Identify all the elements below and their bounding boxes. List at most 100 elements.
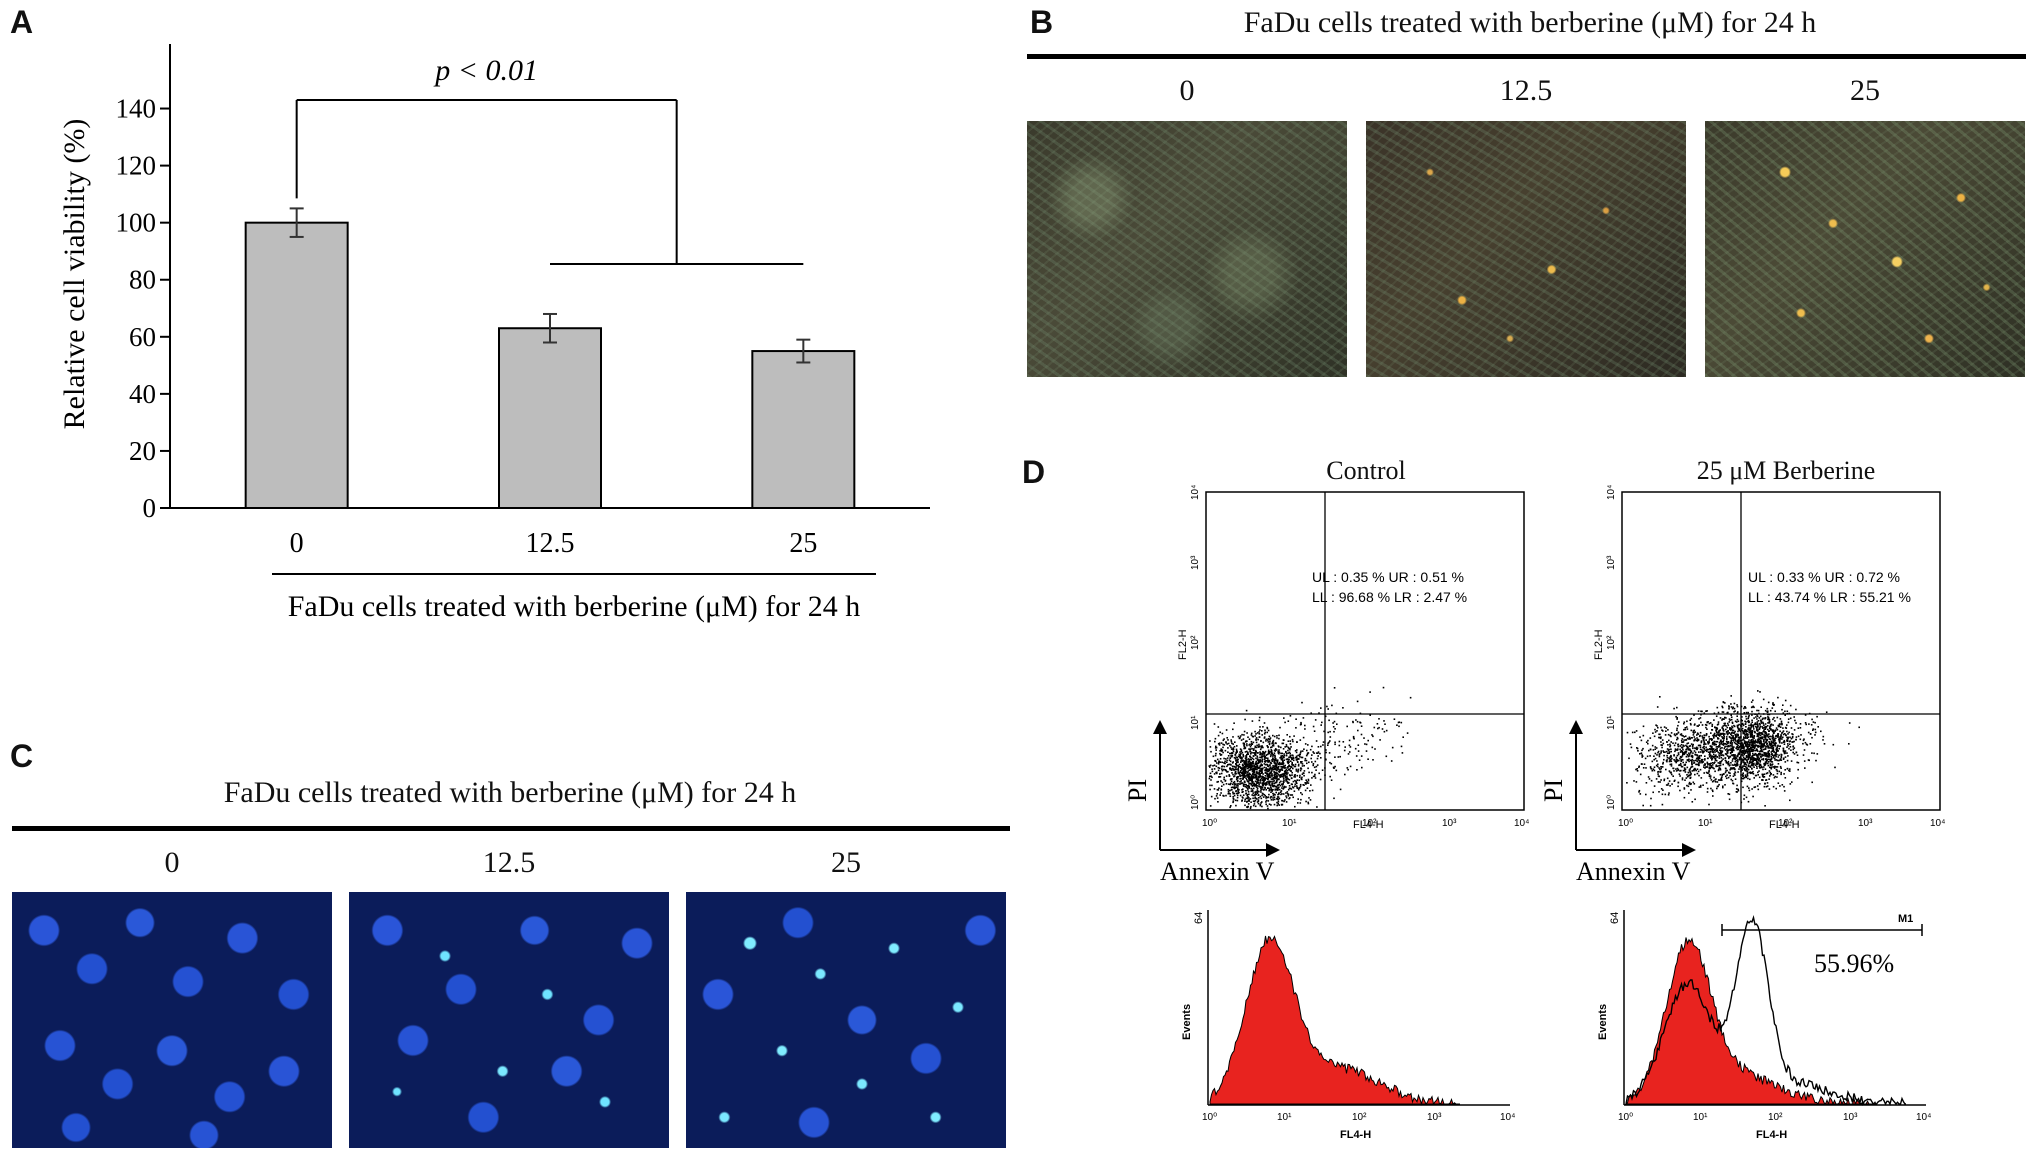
dotplot-berberine-quadrant-line1: UL : 0.33 % UR : 0.72 % [1748,569,1900,585]
dotplot-berberine-quadrant-line2: LL : 43.74 % LR : 55.21 % [1748,589,1911,605]
histogram-control: 64 Events FL4-H 10⁰ 10¹ 10² 10³ 10⁴ [1181,910,1515,1141]
histogram-berberine-gate-label: M1 [1898,913,1913,925]
dotplot-berberine-xlabel: FL4-H [1769,819,1800,831]
histogram-berberine-control-area [1624,937,1877,1106]
dotplot-berberine-pi-arrowhead [1569,720,1583,734]
panel-b-title: FaDu cells treated with berberine (μM) f… [1243,6,1817,39]
histogram-berberine: M1 55.96% 64 Events FL4-H 10⁰ 10¹ 10² 10… [1597,910,1931,1141]
dotplot-control-xtick-4: 10⁴ [1514,818,1529,829]
dotplot-control-ytick-3: 10³ [1190,555,1201,570]
dotplot-control-ytick-2: 10² [1190,635,1201,650]
micrograph-phase-contrast-25 [1705,121,2025,377]
dotplot-control-events [1208,686,1412,810]
y-tick-label: 20 [129,436,156,466]
dotplot-berberine-ylabel: FL2-H [1593,629,1605,660]
histogram-berberine-xlabel: FL4-H [1756,1129,1787,1141]
histogram-control-ymax: 64 [1193,912,1205,924]
dotplot-control-ytick-1: 10¹ [1190,715,1201,730]
dotplot-control-pi-arrowhead [1153,720,1167,734]
histogram-berberine-ymax: 64 [1609,912,1621,924]
y-tick-label: 100 [116,208,157,238]
dotplot-berberine-frame [1621,491,1941,811]
histogram-control-xtick-4: 10⁴ [1500,1112,1515,1123]
histogram-control-xtick-2: 10² [1352,1112,1367,1123]
panel-c-rule [12,826,1010,831]
bar [751,350,856,510]
histogram-berberine-xtick-1: 10¹ [1693,1112,1708,1123]
histogram-control-ylabel: Events [1181,1004,1193,1040]
x-axis-label: FaDu cells treated with berberine (μM) f… [288,590,861,623]
dotplot-berberine-events [1626,690,1860,807]
micrograph-nuclear-stain-0 [12,892,332,1148]
dotplot-berberine-axis-annexin: Annexin V [1576,857,1691,880]
dotplot-control-quadrant-line1: UL : 0.35 % UR : 0.51 % [1312,569,1464,585]
histogram-berberine-xtick-4: 10⁴ [1916,1112,1931,1123]
histogram-control-xtick-0: 10⁰ [1202,1112,1217,1123]
bar [244,221,349,510]
histogram-control-xlabel: FL4-H [1340,1129,1371,1141]
panel-c-dose-12-5: 12.5 [482,846,536,879]
panel-a-letter: A [10,4,34,40]
micrograph-nuclear-stain-12-5 [349,892,669,1148]
x-tick-label: 0 [290,528,304,559]
dotplot-control-xtick-3: 10³ [1442,818,1457,829]
dotplot-berberine-ytick-4: 10⁴ [1606,485,1617,500]
panel-c-dose-25: 25 [831,846,861,879]
dotplot-berberine-xtick-2: 10² [1778,818,1793,829]
x-tick-label: 25 [789,528,817,559]
dotplot-control-title: Control [1326,456,1406,485]
dotplot-berberine-ytick-1: 10¹ [1606,715,1617,730]
dotplot-control-xtick-0: 10⁰ [1202,818,1217,829]
micrograph-phase-contrast-0 [1027,121,1347,377]
dotplot-control-xlabel: FL4-H [1353,819,1384,831]
panel-d-letter: D [1022,454,1046,490]
histogram-berberine-ylabel: Events [1597,1004,1609,1040]
panel-b-dose-0: 0 [1179,74,1195,107]
dotplot-berberine-ytick-3: 10³ [1606,555,1617,570]
panel-c-letter: C [10,738,34,774]
y-tick-label: 40 [129,379,156,409]
x-tick-label: 12.5 [526,528,575,559]
dotplot-berberine-xtick-1: 10¹ [1698,818,1713,829]
panel-b-dose-12-5: 12.5 [1499,74,1553,107]
y-axis-label: Relative cell viability (%) [58,119,91,430]
dotplot-berberine-title: 25 μM Berberine [1696,456,1876,485]
dotplot-control-quadrant-line2: LL : 96.68 % LR : 2.47 % [1312,589,1467,605]
dotplot-control-frame [1205,491,1525,811]
y-tick-label: 120 [116,151,157,181]
histogram-control-xtick-1: 10¹ [1277,1112,1292,1123]
panel-c-dose-0: 0 [164,846,180,879]
dotplot-control-xtick-2: 10² [1362,818,1377,829]
bar [498,327,602,509]
dotplot-control-axis-pi: PI [1123,779,1152,802]
histogram-berberine-treated-outline [1625,915,1906,1107]
panel-b-dose-25: 25 [1850,74,1880,107]
dotplot-control-ylabel: FL2-H [1177,629,1189,660]
dotplot-control-axis-annexin: Annexin V [1160,857,1275,880]
significance-label: p < 0.01 [433,54,538,87]
bar-chart-viability: 0 20 40 60 80 100 120 140 0 12.5 25 p < 0.01 Relativ… [58,44,930,623]
panel-b-letter: B [1030,4,1054,40]
dotplot-berberine-ytick-0: 10⁰ [1606,795,1617,810]
histogram-berberine-percent: 55.96% [1814,949,1894,978]
histogram-control-xtick-3: 10³ [1427,1112,1442,1123]
histogram-berberine-xtick-0: 10⁰ [1618,1112,1633,1123]
dotplot-berberine: UL : 0.33 % UR : 0.72 % LL : 43.74 % LR … [1539,485,1945,880]
dotplot-berberine-xtick-3: 10³ [1858,818,1873,829]
dotplot-berberine-xtick-4: 10⁴ [1930,818,1945,829]
panel-c-title: FaDu cells treated with berberine (μM) f… [223,776,797,809]
dotplot-berberine-axis-pi: PI [1539,779,1568,802]
dotplot-berberine-ytick-2: 10² [1606,635,1617,650]
dotplot-control: UL : 0.35 % UR : 0.51 % LL : 96.68 % LR … [1123,485,1529,880]
dotplot-berberine-annexin-arrowhead [1682,843,1696,857]
micrograph-nuclear-stain-25 [686,892,1006,1148]
dotplot-berberine-xtick-0: 10⁰ [1618,818,1633,829]
y-tick-label: 140 [116,94,157,124]
histogram-berberine-xtick-3: 10³ [1843,1112,1858,1123]
dotplot-control-ytick-0: 10⁰ [1190,795,1201,810]
histogram-control-area [1209,935,1460,1106]
panel-b-rule [1027,54,2026,59]
dotplot-control-xtick-1: 10¹ [1282,818,1297,829]
dotplot-control-ytick-4: 10⁴ [1190,485,1201,500]
y-tick-label: 0 [143,493,157,523]
